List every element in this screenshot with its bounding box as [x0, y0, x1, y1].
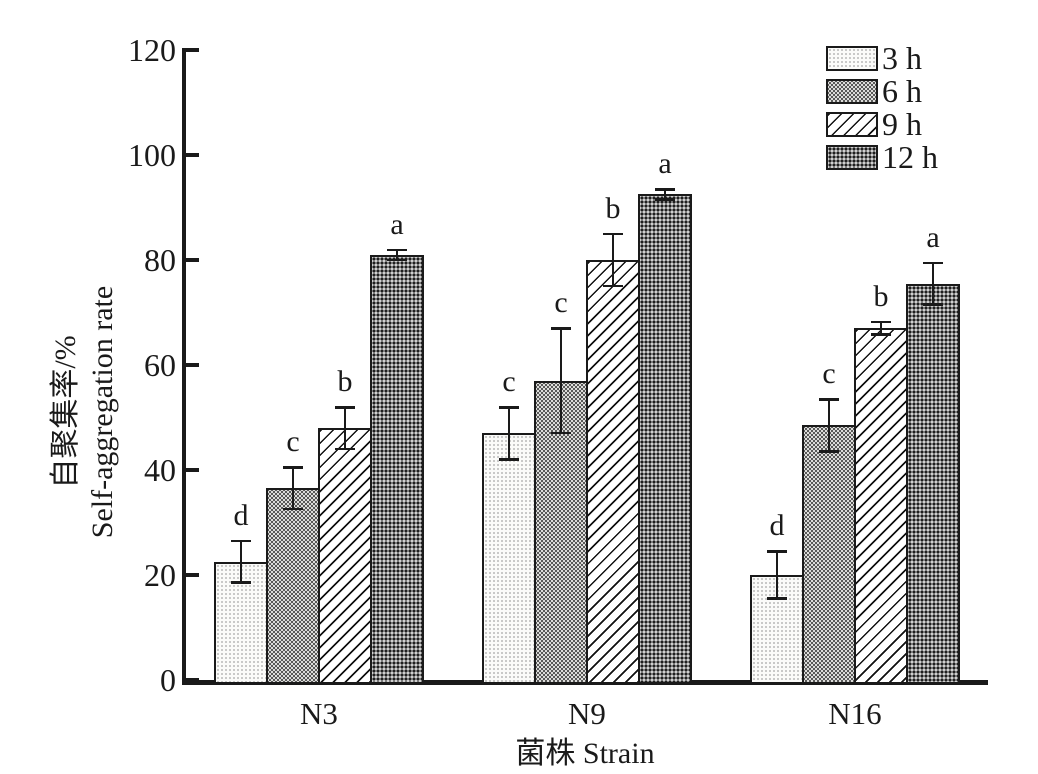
error-bar-line [344, 407, 346, 449]
x-category-label-N9: N9 [568, 696, 606, 731]
error-bar-line [560, 328, 562, 434]
error-bar-cap-top [551, 327, 571, 330]
error-bar-cap-bottom [499, 458, 519, 461]
error-bar-cap-top [335, 406, 355, 409]
error-bar-line [932, 262, 934, 305]
y-tick-mark [186, 468, 199, 472]
bar-N9-9h [586, 260, 640, 684]
error-bar-line [612, 233, 614, 287]
error-bar-cap-top [819, 398, 839, 401]
significance-letter: c [554, 286, 568, 320]
legend-swatch-6h [826, 79, 878, 104]
y-tick-mark [186, 363, 199, 367]
legend-label: 9 h [882, 106, 922, 142]
y-axis-title: 自聚集率/% Self-aggregation rate [47, 242, 123, 582]
error-bar-line [240, 540, 242, 583]
error-bar-line [664, 189, 666, 200]
significance-letter: d [233, 498, 249, 532]
y-axis-title-cn: 自聚集率/% [49, 335, 82, 489]
y-tick-label: 60 [144, 347, 176, 383]
legend-row: 12 h [826, 139, 938, 175]
error-bar-cap-bottom [819, 450, 839, 453]
y-tick-mark [186, 678, 199, 682]
bar-N16-12h [906, 283, 960, 684]
error-bar-cap-bottom [551, 431, 571, 435]
y-tick-mark [186, 48, 199, 52]
legend-row: 6 h [826, 73, 938, 109]
error-bar-cap-bottom [923, 303, 943, 306]
significance-letter: b [605, 191, 621, 225]
legend-swatch-9h [826, 112, 878, 137]
significance-letter: b [337, 365, 353, 398]
error-bar-cap-bottom [767, 597, 787, 600]
y-tick-mark [186, 153, 199, 157]
x-category-label-N16: N16 [828, 696, 882, 731]
bar-N9-3h [482, 433, 536, 684]
bar-N16-9h [854, 328, 908, 684]
error-bar-cap-top [767, 550, 787, 553]
y-axis-line [182, 48, 186, 684]
error-bar-cap-bottom [335, 447, 355, 450]
error-bar-cap-bottom [871, 333, 891, 336]
y-tick-label: 40 [144, 452, 176, 488]
y-tick-label: 20 [144, 557, 176, 593]
legend-label: 12 h [882, 139, 938, 175]
legend-row: 9 h [826, 106, 938, 142]
significance-letter: b [873, 279, 889, 313]
y-axis-title-en: Self-aggregation rate [86, 285, 119, 539]
significance-letter: c [286, 425, 300, 459]
error-bar-line [880, 321, 882, 335]
y-tick-mark [186, 258, 199, 262]
legend-swatch-3h [826, 46, 878, 71]
legend-swatch-12h [826, 145, 878, 170]
error-bar-cap-top [923, 261, 943, 265]
y-tick-label: 0 [160, 662, 176, 698]
x-axis-title: 菌株 Strain [515, 737, 655, 770]
legend-label: 3 h [882, 40, 922, 76]
x-category-label-N3: N3 [300, 696, 338, 731]
error-bar-cap-bottom [387, 258, 407, 261]
error-bar-cap-top [283, 466, 303, 469]
bar-N3-12h [370, 254, 424, 684]
y-tick-mark [186, 573, 199, 577]
significance-letter: c [822, 357, 836, 391]
significance-letter: d [769, 509, 785, 543]
error-bar-line [776, 551, 778, 599]
legend-label: 6 h [882, 73, 922, 109]
error-bar-line [292, 467, 294, 510]
significance-letter: a [926, 220, 940, 254]
error-bar-cap-top [231, 539, 251, 543]
bar-N3-6h [266, 488, 320, 684]
error-bar-cap-top [603, 232, 623, 236]
significance-letter: a [658, 147, 672, 181]
error-bar-cap-bottom [655, 198, 675, 201]
error-bar-cap-top [499, 406, 519, 409]
legend-row: 3 h [826, 40, 938, 76]
error-bar-line [396, 249, 398, 260]
y-tick-label: 80 [144, 242, 176, 278]
significance-letter: c [502, 365, 516, 398]
bar-N3-9h [318, 428, 372, 684]
bar-N16-6h [802, 425, 856, 684]
y-tick-label: 120 [128, 32, 176, 68]
error-bar-line [508, 407, 510, 460]
error-bar-cap-bottom [603, 284, 623, 288]
error-bar-line [828, 399, 830, 452]
error-bar-cap-top [655, 188, 675, 191]
bar-N16-3h [750, 575, 804, 684]
error-bar-cap-top [387, 248, 407, 251]
significance-letter: a [390, 207, 404, 241]
error-bar-cap-bottom [283, 507, 303, 511]
error-bar-cap-top [871, 320, 891, 324]
bar-N9-12h [638, 194, 692, 684]
error-bar-cap-bottom [231, 581, 251, 584]
y-tick-label: 100 [128, 137, 176, 173]
